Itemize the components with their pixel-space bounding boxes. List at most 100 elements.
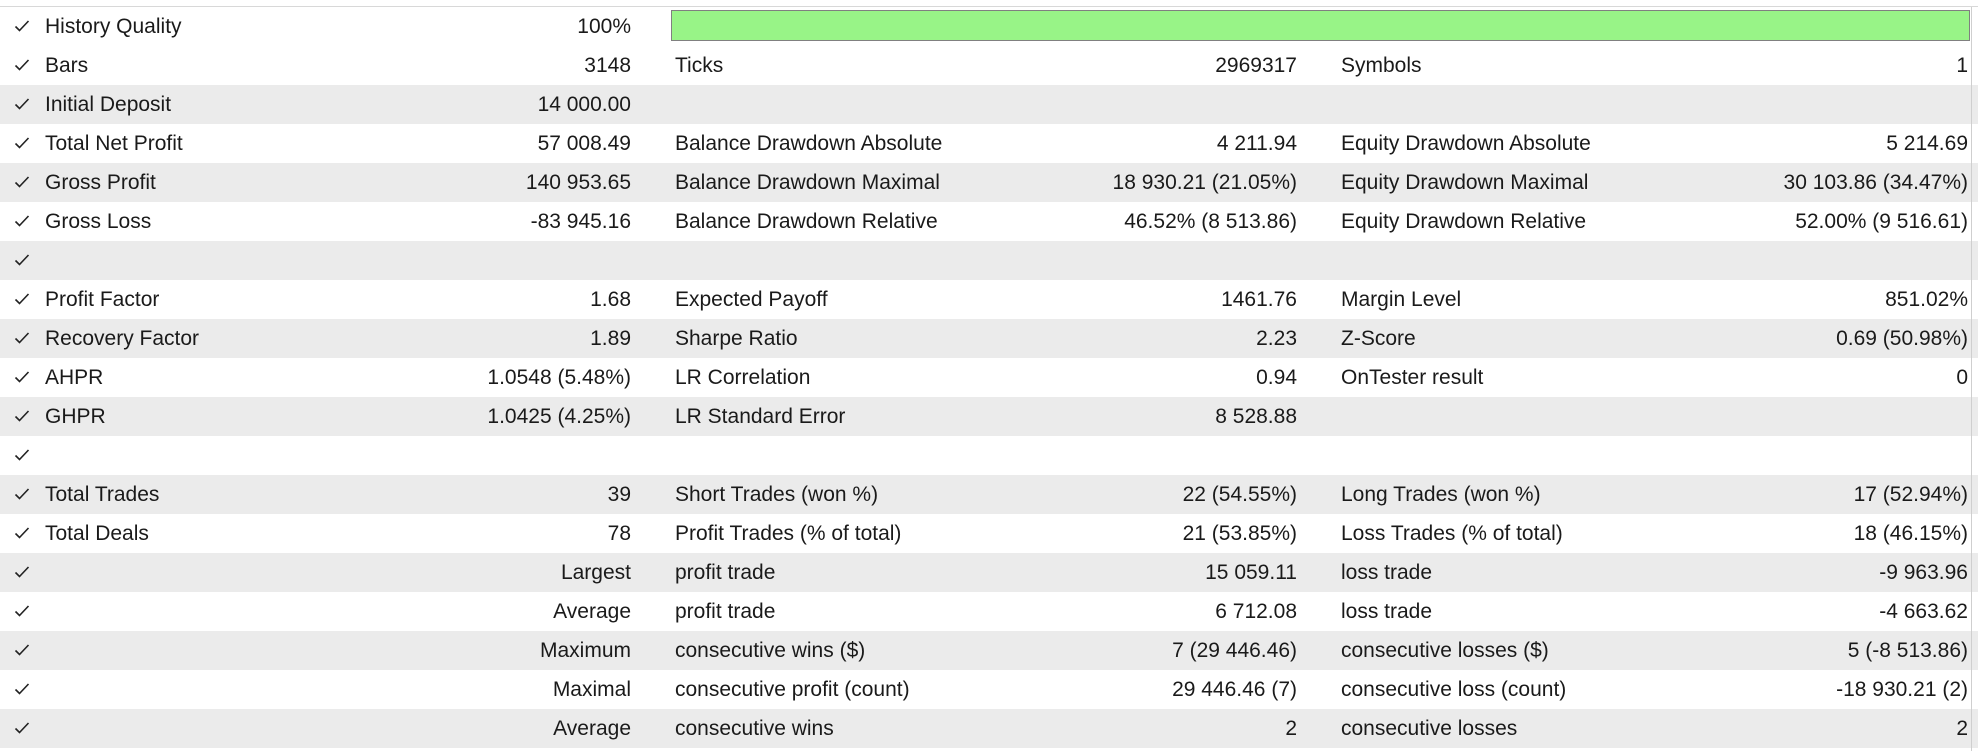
metric-value-2 [950, 436, 1297, 475]
report-row: Total Deals 78 Profit Trades (% of total) 2… [0, 514, 1978, 553]
metric-label-2: Balance Drawdown Relative [675, 210, 938, 233]
metric-value-3: 0 [1956, 366, 1968, 389]
metric-label-3: Long Trades (won %) [1341, 483, 1541, 506]
history-quality-bar-fill [672, 11, 1969, 40]
metric-label-2: LR Standard Error [675, 405, 846, 428]
metric-label-1: GHPR [45, 405, 106, 428]
metric-value-1: 1.0548 (5.48%) [487, 366, 631, 389]
metric-value-3 [1600, 397, 1968, 436]
metric-label-3: loss trade [1341, 600, 1433, 623]
metric-label-3: Z-Score [1341, 327, 1416, 350]
metric-value-1: -83 945.16 [530, 210, 631, 233]
history-quality-value: 100% [577, 15, 631, 38]
report-row [0, 241, 1978, 280]
metric-value-2: 29 446.46 (7) [1172, 678, 1297, 701]
metric-label-3: Equity Drawdown Absolute [1341, 132, 1591, 155]
metric-label-2: consecutive wins ($) [675, 639, 866, 662]
metric-value-2: 2.23 [1256, 327, 1297, 350]
metric-label-2: Ticks [675, 54, 724, 77]
metric-label-3: Equity Drawdown Relative [1341, 210, 1587, 233]
metric-value-2: 46.52% (8 513.86) [1124, 210, 1297, 233]
metric-value-1: 1.68 [590, 288, 631, 311]
metric-value-1: 1.89 [590, 327, 631, 350]
metric-value-1: 14 000.00 [537, 93, 631, 116]
report-row: Total Net Profit 57 008.49 Balance Drawdow… [0, 124, 1978, 163]
check-icon[interactable] [12, 475, 34, 514]
metric-value-3: 5 214.69 [1886, 132, 1968, 155]
check-icon[interactable] [12, 280, 34, 319]
metric-label-1: Total Deals [45, 522, 149, 545]
metric-label-1: Initial Deposit [45, 93, 172, 116]
metric-label-2: profit trade [675, 561, 776, 584]
metric-label-1: AHPR [45, 366, 104, 389]
check-icon[interactable] [12, 7, 34, 46]
report-row: Initial Deposit 14 000.00 [0, 85, 1978, 124]
metric-value-3: -4 663.62 [1879, 600, 1968, 623]
metric-value-2: 15 059.11 [1205, 561, 1297, 584]
metric-value-1: 1.0425 (4.25%) [487, 405, 631, 428]
metric-label-1: Total Trades [45, 483, 160, 506]
metric-value-2: 21 (53.85%) [1182, 522, 1297, 545]
check-icon[interactable] [12, 202, 34, 241]
check-icon[interactable] [12, 514, 34, 553]
report-row: Gross Profit 140 953.65 Balance Drawdown M… [0, 163, 1978, 202]
metric-value-2: 18 930.21 (21.05%) [1112, 171, 1297, 194]
metric-label-3: Symbols [1341, 54, 1422, 77]
history-quality-label: History Quality [45, 15, 182, 38]
metric-value-1: 39 [607, 483, 631, 506]
metric-value-3: 1 [1956, 54, 1968, 77]
report-row: Largest profit trade 15 059.11 loss trade -9… [0, 553, 1978, 592]
check-icon[interactable] [12, 397, 34, 436]
check-icon[interactable] [12, 670, 34, 709]
metric-label-2: Expected Payoff [675, 288, 828, 311]
check-icon[interactable] [12, 85, 34, 124]
metric-value-1: 78 [607, 522, 631, 545]
check-icon[interactable] [12, 358, 34, 397]
metric-label-3: consecutive losses ($) [1341, 639, 1549, 662]
metric-label-1: Profit Factor [45, 288, 160, 311]
metric-label-2: LR Correlation [675, 366, 811, 389]
metric-value-3: 17 (52.94%) [1853, 483, 1968, 506]
metric-value-3 [1600, 436, 1968, 475]
metric-value-3: 30 103.86 (34.47%) [1783, 171, 1968, 194]
metric-value-3: 5 (-8 513.86) [1847, 639, 1968, 662]
report-row: Profit Factor 1.68 Expected Payoff 1461.76 M… [0, 280, 1978, 319]
metric-label-2: profit trade [675, 600, 776, 623]
metric-label-2: Short Trades (won %) [675, 483, 879, 506]
metric-value-2: 1461.76 [1221, 288, 1297, 311]
check-icon[interactable] [12, 46, 34, 85]
check-icon[interactable] [12, 553, 34, 592]
check-icon[interactable] [12, 709, 34, 748]
metric-value-1: 140 953.65 [525, 171, 631, 194]
metric-value-2: 6 712.08 [1215, 600, 1297, 623]
check-icon[interactable] [12, 241, 34, 280]
metric-value-2: 4 211.94 [1216, 132, 1297, 155]
metric-value-3: 2 [1956, 717, 1968, 740]
metric-value-1: Average [553, 717, 631, 740]
metric-label-3: consecutive loss (count) [1341, 678, 1567, 701]
metric-label-1: Gross Profit [45, 171, 156, 194]
report-row: Maximum consecutive wins ($) 7 (29 446.46)… [0, 631, 1978, 670]
metric-value-2: 22 (54.55%) [1182, 483, 1297, 506]
check-icon[interactable] [12, 163, 34, 202]
metric-value-1 [300, 436, 631, 475]
report-row [0, 436, 1978, 475]
report-row: Total Trades 39 Short Trades (won %) 22 (54… [0, 475, 1978, 514]
metric-label-3: loss trade [1341, 561, 1433, 584]
check-icon[interactable] [12, 592, 34, 631]
metric-label-2: consecutive profit (count) [675, 678, 910, 701]
metric-label-1: Bars [45, 54, 89, 77]
check-icon[interactable] [12, 124, 34, 163]
metric-label-3: Equity Drawdown Maximal [1341, 171, 1589, 194]
check-icon[interactable] [12, 319, 34, 358]
report-row: GHPR 1.0425 (4.25%) LR Standard Error 8 528… [0, 397, 1978, 436]
metric-value-3: 851.02% [1885, 288, 1968, 311]
check-icon[interactable] [12, 631, 34, 670]
tester-report-table: History Quality 100% Bars 3148 Ticks 296931… [0, 6, 1978, 751]
metric-label-3: consecutive losses [1341, 717, 1518, 740]
check-icon[interactable] [12, 436, 34, 475]
metric-label-3: Margin Level [1341, 288, 1462, 311]
metric-value-2: 2969317 [1215, 54, 1297, 77]
metric-label-3: OnTester result [1341, 366, 1484, 389]
metric-value-2 [950, 241, 1297, 280]
